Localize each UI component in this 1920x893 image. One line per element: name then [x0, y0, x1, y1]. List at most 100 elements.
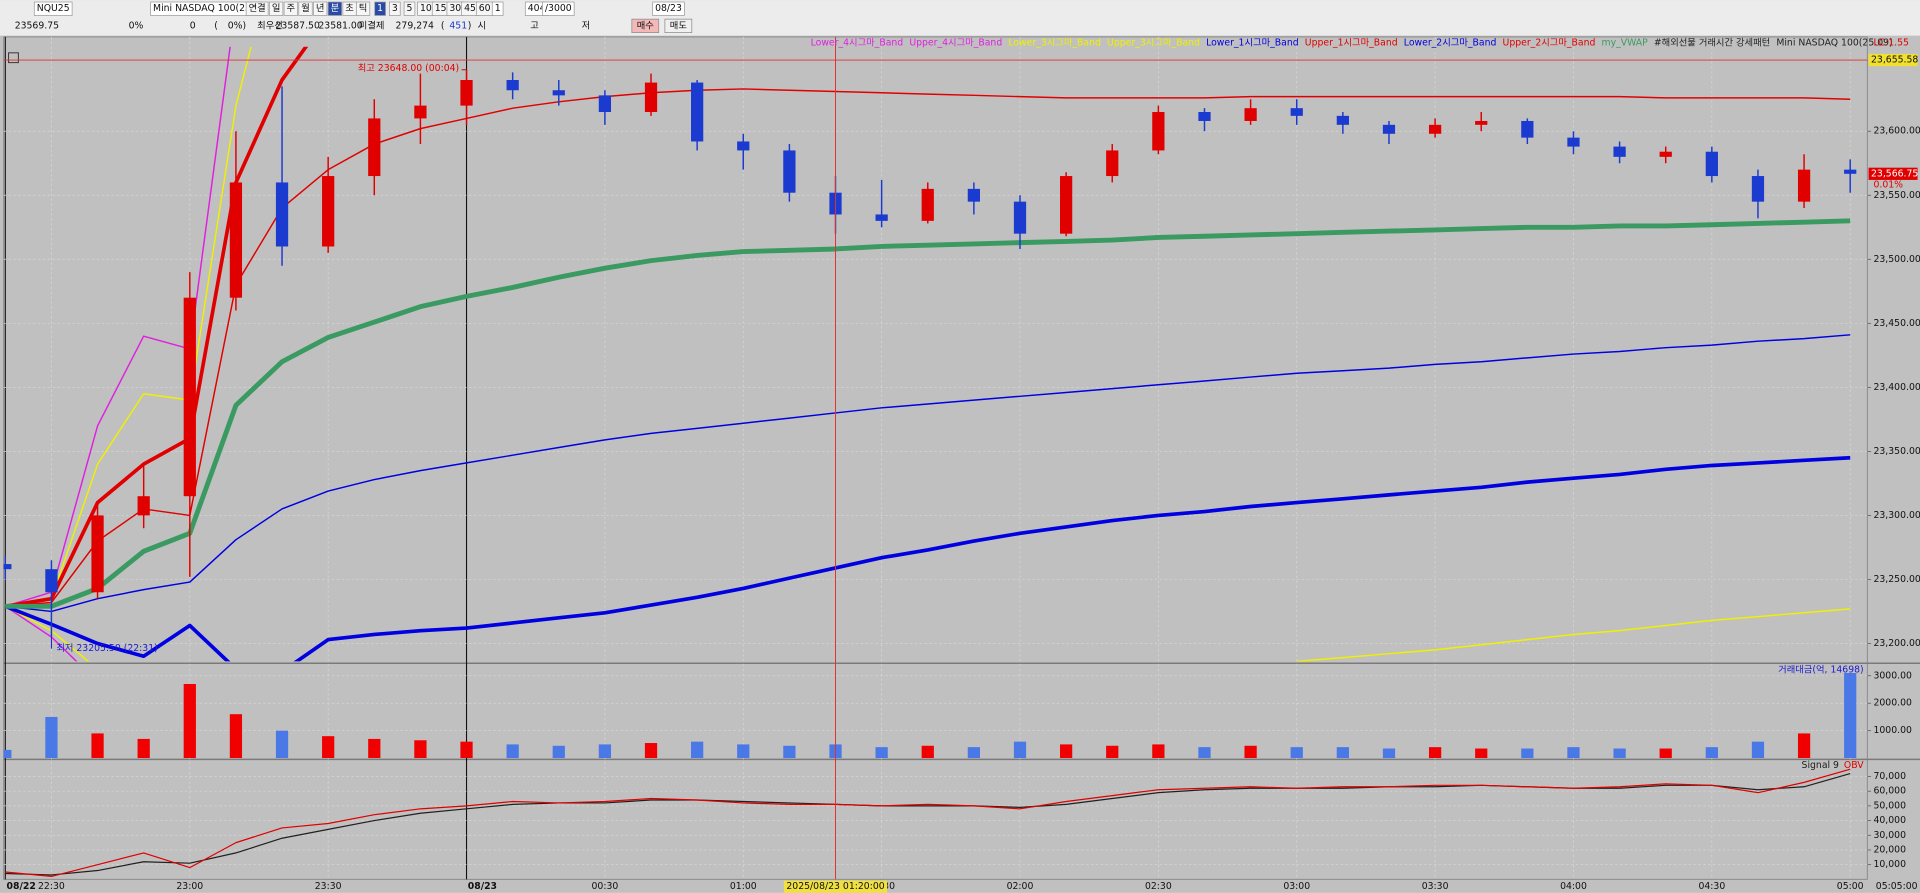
quote-field: 279,274 [396, 20, 435, 31]
time-end-label: 05:05:00 [1876, 881, 1918, 892]
y-tick-label: 20,000 [1873, 844, 1906, 855]
candle-body [1521, 120, 1534, 138]
order-button[interactable] [664, 18, 693, 33]
toolbar-button-label[interactable]: 5 [407, 3, 413, 14]
volume-bar [91, 733, 104, 759]
toolbar-button[interactable] [298, 1, 313, 16]
candle-body [1106, 150, 1119, 177]
quote-field[interactable]: 매도 [670, 20, 688, 31]
legend-entry: Upper_4시그마_Band [909, 38, 1002, 49]
toolbar-button-label[interactable]: 404 [528, 3, 546, 14]
candle-body [1060, 176, 1073, 234]
y-tick-label: 3000.00 [1873, 670, 1912, 681]
candle-body [1244, 108, 1257, 121]
quote-field: 23581.00 [318, 20, 362, 31]
toolbar-button[interactable] [491, 1, 504, 16]
toolbar-button-label[interactable]: 3 [392, 3, 398, 14]
candle-body [1844, 169, 1857, 174]
toolbar-button[interactable] [652, 1, 685, 16]
y-tick-label: 23,550.00 [1873, 190, 1920, 201]
toolbar-button[interactable] [245, 1, 269, 16]
volume-bar [460, 741, 473, 759]
quote-field: 최우선 [257, 20, 283, 31]
chart-bg [0, 35, 1920, 893]
toolbar-button[interactable] [327, 1, 342, 16]
volume-bar [1521, 748, 1534, 759]
toolbar-button[interactable] [355, 1, 371, 16]
toolbar-button-label[interactable]: 10 [420, 3, 432, 14]
toolbar-button[interactable] [33, 1, 73, 16]
toolbar-button[interactable] [403, 1, 416, 16]
x-tick-label: 05:00 [1837, 881, 1864, 892]
candle-body [91, 515, 104, 593]
panel-icon[interactable] [8, 52, 19, 64]
candle-body [1013, 201, 1027, 234]
toolbar-button-label[interactable]: 틱 [359, 2, 368, 14]
volume-bar [1705, 747, 1718, 759]
toolbar-button-label[interactable]: /3000 [545, 3, 572, 14]
toolbar-button-label[interactable]: 주 [287, 3, 296, 14]
toolbar-button-label[interactable]: 45 [464, 3, 476, 14]
quote-field[interactable]: 매수 [637, 20, 655, 31]
toolbar-button-label[interactable]: 15 [435, 3, 447, 14]
toolbar-button-label[interactable]: NQU25 [37, 3, 70, 14]
volume-bar [1613, 748, 1626, 759]
toolbar-button[interactable] [283, 1, 298, 16]
candle-body [644, 82, 658, 113]
x-tick-label: 22:30 [38, 881, 65, 892]
change-label: 0.01% [1873, 179, 1903, 190]
toolbar-button-label[interactable]: 분 [331, 3, 340, 14]
toolbar-button[interactable] [389, 1, 401, 16]
toolbar-button-label[interactable]: 연결 [249, 3, 266, 14]
quote-field: 451 [449, 20, 467, 31]
candle-body [1336, 115, 1349, 125]
series-line [5, 88, 1851, 608]
y-tick-label: 23,250.00 [1873, 574, 1920, 585]
x-tick-label: 23:00 [176, 881, 203, 892]
quote-field: 시 [478, 20, 487, 31]
annotation: 최저 23205.50 (22:31) [56, 643, 157, 654]
toolbar-button-label[interactable]: Mini NASDAQ 100(25.0 [153, 3, 260, 14]
toolbar-button-label[interactable]: 60 [479, 3, 491, 14]
candle-body [1428, 124, 1442, 134]
candle-body [875, 214, 888, 221]
toolbar-button-label[interactable]: 년 [316, 3, 325, 14]
x-tick-label: 02:00 [1007, 881, 1034, 892]
candle-body [1152, 112, 1165, 151]
volume-bar [644, 743, 658, 759]
volume-bar [1013, 741, 1027, 759]
candle-body [229, 182, 243, 298]
quote-field: 23587.50 [276, 20, 320, 31]
toolbar-button[interactable] [269, 1, 284, 16]
candle-body [460, 80, 473, 106]
toolbar-button-label[interactable]: 1 [495, 3, 501, 14]
candle-body [137, 496, 150, 516]
series-line [4, 455, 1851, 662]
toolbar-button[interactable] [542, 1, 575, 16]
volume-bar [414, 740, 427, 759]
crosshair-label-bg [783, 880, 888, 893]
toolbar-button-label[interactable]: 08/23 [655, 3, 682, 14]
volume-bar [229, 714, 243, 759]
toolbar-button-label[interactable]: 30 [449, 3, 461, 14]
quote-field: ) [468, 20, 472, 31]
order-button[interactable] [631, 18, 660, 33]
legend-entry: Lower_3시그마_Band [1008, 38, 1101, 49]
legend-entry: Lower_2시그마_Band [1404, 38, 1497, 49]
toolbar-button-label[interactable]: 초 [345, 3, 354, 14]
candle-body [737, 141, 750, 151]
series-line [4, 46, 309, 609]
candle-body [1567, 137, 1580, 147]
toolbar-button-label[interactable]: 일 [272, 3, 281, 14]
toolbar-button-label[interactable]: 1 [377, 3, 383, 14]
y-tick-label: 50,000 [1873, 800, 1906, 811]
volume-bar [1428, 747, 1442, 759]
toolbar-button[interactable] [374, 1, 386, 16]
legend-entry: Upper_3시그마_Band [1107, 38, 1200, 49]
candle-body [1797, 169, 1811, 202]
quote-field: 23569.75 [15, 20, 59, 31]
toolbar-button[interactable] [313, 1, 328, 16]
toolbar-button-label[interactable]: 월 [301, 2, 310, 14]
candle-body [45, 569, 58, 593]
